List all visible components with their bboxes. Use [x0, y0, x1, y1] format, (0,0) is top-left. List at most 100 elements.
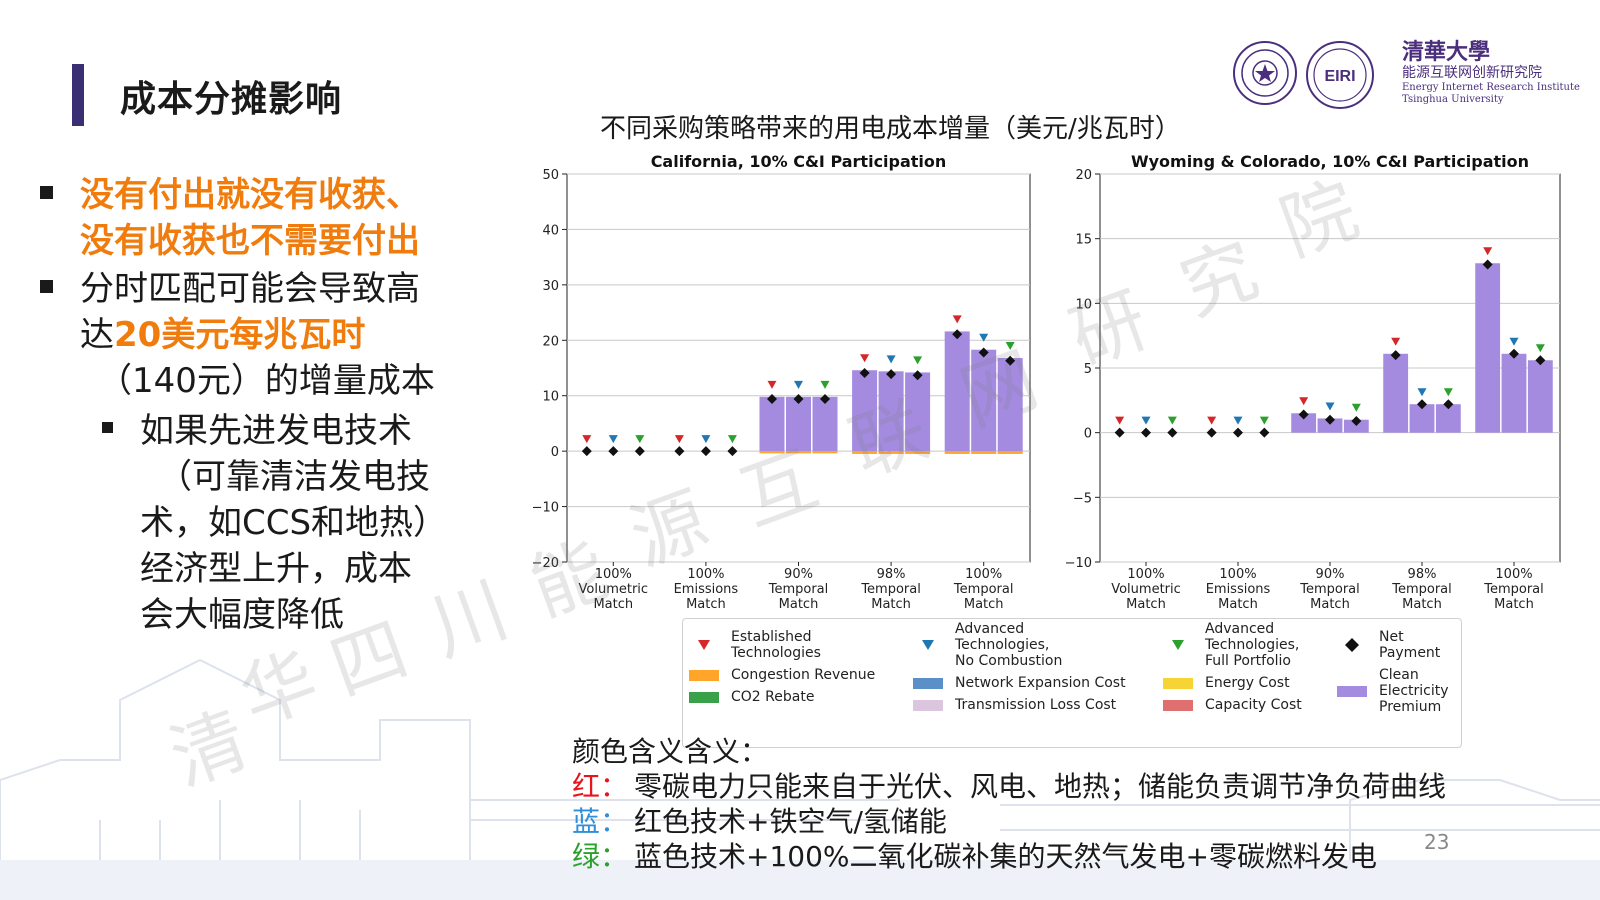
technology-marker: [608, 435, 618, 444]
university-name-en: Tsinghua University: [1402, 94, 1504, 105]
y-tick-label: 15: [1075, 233, 1092, 248]
net-payment-marker: [1206, 427, 1217, 438]
x-tick-label: Volumetric: [1111, 582, 1181, 597]
y-tick-label: 40: [542, 223, 559, 238]
net-payment-marker: [1443, 399, 1454, 410]
x-tick-label: Temporal: [953, 582, 1014, 597]
technology-marker: [1535, 344, 1545, 353]
x-tick-label: 100%: [1127, 567, 1164, 582]
bar-congestion-revenue: [759, 451, 785, 454]
legend-item-co2: CO2 Rebate: [689, 689, 814, 705]
legend-item-congestion: Congestion Revenue: [689, 667, 875, 683]
y-tick-label: −10: [532, 501, 559, 516]
institute-name-cn: 能源互联网创新研究院: [1402, 65, 1542, 81]
bar-clean-electricity-premium: [812, 396, 838, 452]
bar-clean-electricity-premium: [944, 331, 970, 452]
chart-main-title: 不同采购策略带来的用电成本增量（美元/兆瓦时）: [600, 114, 1181, 144]
legend-item-established: Established Technologies: [689, 629, 821, 661]
bar-congestion-revenue: [852, 451, 878, 454]
swatch-premium: [1337, 685, 1367, 697]
technology-marker: [1115, 416, 1125, 425]
net-payment-marker: [1005, 355, 1016, 366]
green-triangle-icon: [1163, 639, 1193, 651]
net-payment-marker: [912, 370, 923, 381]
note-blue: 蓝： 红色技术+铁空气/氢储能: [572, 805, 947, 838]
x-tick-label: Match: [964, 597, 1004, 612]
technology-marker: [1233, 416, 1243, 425]
y-tick-label: 0: [551, 445, 559, 460]
bar-clean-electricity-premium: [905, 372, 931, 452]
y-tick-label: 10: [1075, 297, 1092, 312]
y-tick-label: 5: [1084, 362, 1092, 377]
technology-marker: [820, 380, 830, 389]
y-tick-label: 30: [542, 279, 559, 294]
y-tick-label: −20: [532, 556, 559, 571]
net-payment-marker: [1509, 348, 1519, 359]
notes-heading: 颜色含义含义：: [572, 735, 769, 768]
x-tick-label: Match: [871, 597, 911, 612]
bullet-square-icon: [40, 280, 53, 293]
technology-marker: [1443, 388, 1453, 397]
x-tick-label: 100%: [687, 567, 724, 582]
title-accent-bar: [72, 64, 84, 126]
x-tick-label: Temporal: [860, 582, 921, 597]
technology-marker: [1167, 416, 1177, 425]
chart-title: Wyoming & Colorado, 10% C&I Participatio…: [1131, 152, 1529, 171]
swatch-energy: [1163, 677, 1193, 689]
technology-marker: [582, 435, 592, 444]
technology-marker: [635, 435, 645, 444]
net-payment-marker: [581, 446, 592, 457]
legend-item-transmission: Transmission Loss Cost: [913, 697, 1116, 713]
legend-item-adv-no-combustion: Advanced Technologies, No Combustion: [913, 621, 1062, 669]
net-payment-marker: [700, 446, 711, 457]
x-tick-label: Match: [1494, 597, 1534, 612]
sub-bullet-item: 如果先进发电技术 （可靠清洁发电技 术，如CCS和地热） 经济型上升，成本 会大…: [40, 408, 490, 638]
x-tick-label: 98%: [877, 567, 906, 582]
bar-congestion-revenue: [812, 451, 838, 454]
x-tick-label: Emissions: [1206, 582, 1271, 597]
net-payment-marker: [820, 394, 831, 405]
net-payment-marker: [1390, 350, 1401, 361]
bar-clean-electricity-premium: [997, 358, 1023, 452]
bar-clean-electricity-premium: [971, 349, 997, 452]
technology-marker: [1351, 403, 1361, 412]
y-tick-label: −10: [1065, 556, 1092, 571]
y-tick-label: 50: [542, 168, 559, 183]
x-tick-label: Match: [1310, 597, 1350, 612]
svg-text:EIRI: EIRI: [1324, 68, 1355, 85]
net-payment-marker: [1325, 414, 1335, 425]
net-payment-marker: [1259, 427, 1270, 438]
net-payment-marker: [766, 394, 777, 405]
swatch-network: [913, 677, 943, 689]
legend-item-energy: Energy Cost: [1163, 675, 1290, 691]
x-tick-label: 100%: [965, 567, 1002, 582]
technology-marker: [767, 380, 777, 389]
technology-marker: [913, 356, 923, 365]
y-tick-label: 20: [542, 334, 559, 349]
x-tick-label: Temporal: [1391, 582, 1452, 597]
bar-congestion-revenue: [971, 451, 997, 454]
institute-name-en: Energy Internet Research Institute: [1402, 82, 1580, 93]
bar-clean-electricity-premium: [1383, 353, 1409, 433]
swatch-capacity: [1163, 699, 1193, 711]
technology-marker: [1325, 402, 1335, 411]
x-tick-label: Match: [593, 597, 633, 612]
x-tick-label: Emissions: [674, 582, 739, 597]
eiri-logo-icon: EIRI: [1306, 41, 1374, 109]
technology-marker: [1299, 397, 1309, 406]
y-tick-label: 0: [1084, 427, 1092, 442]
bar-clean-electricity-premium: [1291, 413, 1317, 433]
technology-marker: [886, 355, 896, 364]
net-payment-marker: [1535, 355, 1546, 366]
bar-clean-electricity-premium: [1501, 353, 1527, 433]
bullet-square-icon: [102, 422, 113, 433]
bar-clean-electricity-premium: [785, 396, 812, 452]
x-tick-label: Volumetric: [579, 582, 649, 597]
x-tick-label: 100%: [595, 567, 632, 582]
net-payment-marker: [634, 446, 645, 457]
technology-marker: [1259, 416, 1269, 425]
technology-marker: [979, 333, 989, 342]
net-payment-marker: [608, 446, 619, 457]
legend-item-adv-full-portfolio: Advanced Technologies, Full Portfolio: [1163, 621, 1299, 669]
